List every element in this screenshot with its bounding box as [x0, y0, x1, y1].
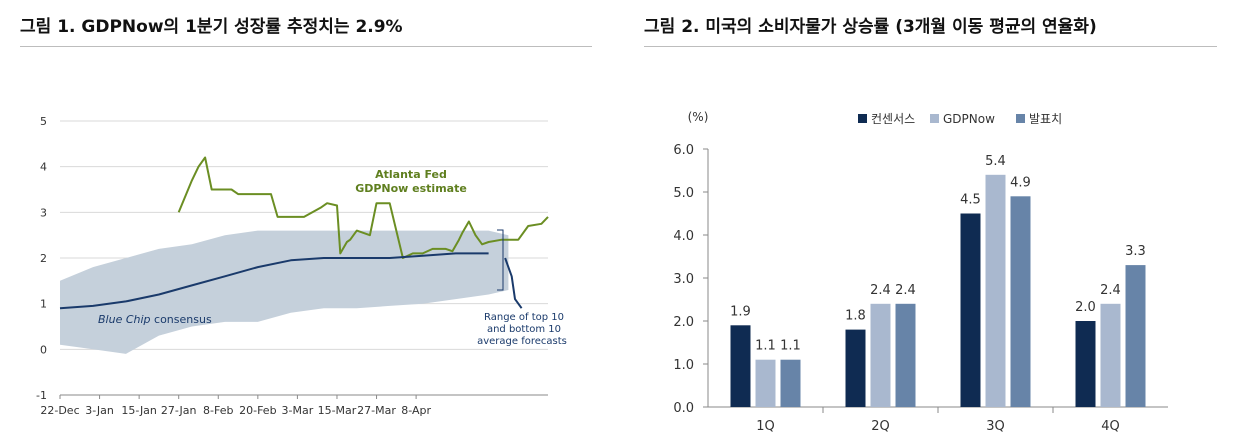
bar-3Q-컨센서스	[960, 213, 981, 407]
chart2-y-tick-label: 2.0	[673, 315, 694, 330]
chart1-forecast-range-band	[60, 230, 509, 354]
bar-2Q-컨센서스	[845, 329, 866, 407]
chart1-x-tick-label: 27-Mar	[357, 404, 396, 417]
bar-4Q-컨센서스	[1075, 321, 1096, 407]
blue-chip-consensus-tail-line	[504, 257, 523, 309]
figure1-title: 그림 1. GDPNow의 1분기 성장률 추정치는 2.9%	[20, 17, 403, 37]
legend-swatch-GDPNow	[930, 114, 939, 123]
figure2-title: 그림 2. 미국의 소비자물가 상승률 (3개월 이동 평균의 연율화)	[644, 17, 1097, 37]
blue-chip-consensus-line	[59, 252, 489, 310]
legend-swatch-컨센서스	[858, 114, 867, 123]
chart1-x-tick-label: 15-Mar	[318, 404, 357, 417]
chart1-x-tick-label: 3-Mar	[282, 404, 314, 417]
chart1-y-tick-label: 4	[40, 161, 47, 174]
chart2-x-tick-label: 3Q	[986, 419, 1005, 434]
bar-1Q-발표치	[780, 359, 801, 407]
legend-label-발표치: 발표치	[1029, 112, 1062, 126]
chart1-x-tick-label: 27-Jan	[161, 404, 197, 417]
annotation-gdpnow-line1: Atlanta Fed	[375, 168, 447, 181]
chart2-legend: 컨센서스 GDPNow 발표치	[858, 112, 1062, 126]
chart2-bars: 1.9 1.1 1.1 1.8 2.4 2.4 4.5 5.4 4.9 2.0 2.4 3.3	[730, 154, 1146, 407]
chart1-x-tick-label: 3-Jan	[85, 404, 114, 417]
chart1-x-tick-label: 8-Apr	[401, 404, 431, 417]
annotation-consensus-word: consensus	[151, 313, 212, 326]
chart2-y-tick-label: 3.0	[673, 272, 694, 287]
bar-4Q-발표치	[1125, 265, 1146, 407]
bar-1Q-컨센서스	[730, 325, 751, 407]
chart2-y-tick-label: 0.0	[673, 401, 694, 416]
chart2-y-tick-label: 6.0	[673, 143, 694, 158]
bar-2Q-발표치	[895, 303, 916, 407]
bar-3Q-발표치	[1010, 196, 1031, 407]
bar-label-3Q-컨센서스: 4.5	[960, 193, 981, 208]
bar-1Q-GDPNow	[755, 359, 776, 407]
chart1-y-tick-label: 5	[40, 115, 47, 128]
chart1-x-tick-label: 15-Jan	[121, 404, 157, 417]
chart2-ylabel: (%)	[688, 110, 709, 124]
annotation-blue-chip-consensus: Blue Chip consensus	[98, 313, 212, 326]
bar-label-4Q-컨센서스: 2.0	[1075, 300, 1096, 315]
bar-label-3Q-GDPNow: 5.4	[985, 154, 1006, 169]
annotation-range-line1: Range of top 10	[484, 312, 564, 323]
range-bracket	[497, 229, 504, 291]
chart1-x-tick-label: 8-Feb	[203, 404, 233, 417]
chart1-series-lines	[59, 156, 549, 310]
bar-label-1Q-GDPNow: 1.1	[755, 339, 776, 354]
chart1-y-tick-label: 3	[40, 206, 47, 219]
annotation-range-line3: average forecasts	[477, 336, 567, 347]
annotation-gdpnow-line2: GDPNow estimate	[355, 182, 467, 195]
chart2-x-tick-label: 4Q	[1101, 419, 1120, 434]
chart1-x-tick-label: 22-Dec	[40, 404, 79, 417]
bar-label-4Q-GDPNow: 2.4	[1100, 283, 1121, 298]
bar-label-2Q-컨센서스: 1.8	[845, 309, 866, 324]
gdpnow-estimate-line	[177, 156, 549, 259]
figure2-title-rule	[644, 46, 1217, 47]
chart1-y-tick-label: 0	[40, 343, 47, 356]
bar-label-1Q-발표치: 1.1	[780, 339, 801, 354]
bar-label-2Q-발표치: 2.4	[895, 283, 916, 298]
chart2-y-tick-label: 1.0	[673, 358, 694, 373]
chart1-x-tick-label: 20-Feb	[239, 404, 276, 417]
bar-2Q-GDPNow	[870, 303, 891, 407]
bar-4Q-GDPNow	[1100, 303, 1121, 407]
legend-label-GDPNow: GDPNow	[943, 112, 995, 126]
bar-label-3Q-발표치: 4.9	[1010, 175, 1031, 190]
chart1-y-tick-label: 1	[40, 298, 47, 311]
bar-label-1Q-컨센서스: 1.9	[730, 304, 751, 319]
chart1-y-tick-label: -1	[36, 389, 47, 402]
bar-label-2Q-GDPNow: 2.4	[870, 283, 891, 298]
chart2-y-tick-label: 5.0	[673, 186, 694, 201]
chart1-axes: 5 4 3 2 1 0 -1 22-Dec 3-Jan 15-Jan 27-Jan 8-Feb 20-F…	[36, 115, 548, 417]
bar-3Q-GDPNow	[985, 174, 1006, 407]
legend-swatch-발표치	[1016, 114, 1025, 123]
bar-label-4Q-발표치: 3.3	[1125, 244, 1146, 259]
annotation-range-line2: and bottom 10	[487, 324, 561, 335]
figure1-title-rule	[20, 46, 592, 47]
chart1-y-tick-label: 2	[40, 252, 47, 265]
chart1-annotations: Atlanta Fed GDPNow estimate Blue Chip co…	[98, 168, 567, 347]
annotation-blue-chip-italic: Blue Chip	[98, 313, 151, 326]
chart1-range-band-area	[60, 230, 509, 354]
chart2-x-tick-label: 1Q	[756, 419, 775, 434]
legend-label-컨센서스: 컨센서스	[871, 112, 915, 126]
chart2-y-tick-label: 4.0	[673, 229, 694, 244]
chart2-x-tick-label: 2Q	[871, 419, 890, 434]
